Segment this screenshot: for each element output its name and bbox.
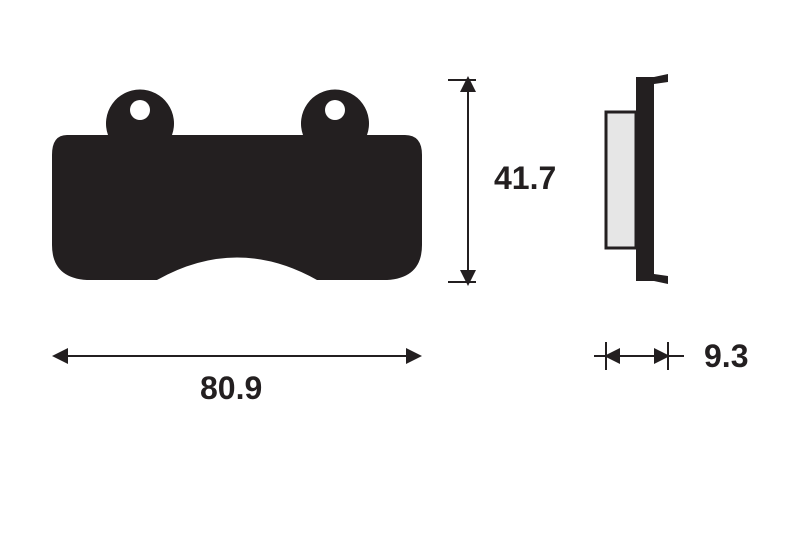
thickness-dimension <box>594 336 694 376</box>
side-view-shape <box>602 74 682 294</box>
thickness-value: 9.3 <box>704 338 748 375</box>
height-dimension <box>448 72 488 290</box>
front-view-shape <box>47 70 427 300</box>
width-value: 80.9 <box>200 370 262 407</box>
height-value: 41.7 <box>494 160 556 197</box>
technical-drawing: 80.9 41.7 9.3 <box>0 0 800 533</box>
